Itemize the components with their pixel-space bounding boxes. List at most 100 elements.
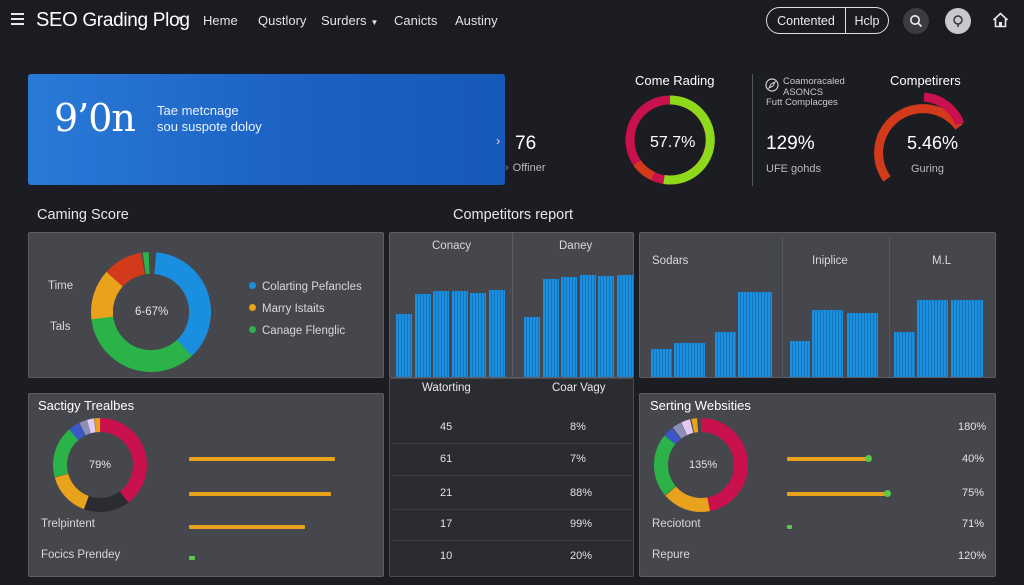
legend-dot-yellow xyxy=(249,304,256,311)
chart-bar xyxy=(812,310,843,377)
contented-button[interactable]: Contented xyxy=(767,8,846,33)
nav-qustlory[interactable]: Qustlory xyxy=(258,13,307,28)
nav-surders-label: Surders xyxy=(321,13,367,28)
conacy-label: Conacy xyxy=(432,240,471,252)
sactigy-center-value: 79% xyxy=(89,459,112,471)
ml-label: M.L xyxy=(932,255,952,267)
brand-title[interactable]: SEO Grading Plog xyxy=(36,9,190,32)
legend-item-3-label: Canage Flenglic xyxy=(262,325,346,337)
chart-bar xyxy=(951,300,983,377)
daney-label: Daney xyxy=(559,240,593,252)
hero-message: Tae metcnage sou suspote doloy xyxy=(157,103,262,135)
chart-bar xyxy=(738,292,772,377)
competirers-gauge xyxy=(874,92,965,182)
sactigy-donut-chart xyxy=(53,418,147,512)
caming-score-title: Caming Score xyxy=(37,207,129,223)
chart-bar xyxy=(598,276,614,377)
chevron-right-icon[interactable]: › xyxy=(496,133,501,148)
donut-segment-green xyxy=(53,418,147,512)
donut-segment-violet xyxy=(654,418,748,512)
table-cell: 61 xyxy=(440,453,453,465)
donut-segment-dark xyxy=(53,418,147,512)
chart-bar xyxy=(894,332,915,377)
hamburger-menu-icon[interactable] xyxy=(11,13,24,25)
avatar[interactable] xyxy=(945,8,971,34)
ufe-value: 129% xyxy=(766,133,815,154)
donut-segment-yellow xyxy=(91,252,211,372)
gauge-arc-red xyxy=(923,92,965,126)
header-button-group: Contented Hclp xyxy=(766,7,889,34)
progress-bar xyxy=(189,457,335,461)
websites-center-value: 135% xyxy=(689,459,718,471)
hero-message-line2: sou suspote doloy xyxy=(157,119,262,134)
hero-banner[interactable] xyxy=(28,74,505,185)
progress-bar xyxy=(787,457,867,461)
competirers-value: 5.46% xyxy=(907,133,959,153)
hero-message-line1: Tae metcnage xyxy=(157,103,239,118)
watorting-label: Watorting xyxy=(422,382,471,394)
table-cell: 20% xyxy=(570,550,593,562)
nav-surders[interactable]: Surders ▼ xyxy=(321,13,378,28)
donut-segment-red xyxy=(654,418,748,512)
table-cell: 99% xyxy=(570,518,593,530)
chart-bar xyxy=(414,294,431,377)
legend-item-2-label: Marry Istaits xyxy=(262,303,325,315)
help-button[interactable]: Hclp xyxy=(854,13,880,28)
hero-big-value: 9’0n xyxy=(54,96,136,140)
offiner-label-text: Offiner xyxy=(512,162,546,174)
nav-austiny[interactable]: Austiny xyxy=(455,13,498,28)
gauge-arc-orange xyxy=(874,104,963,182)
nav-canicts[interactable]: Canicts xyxy=(394,13,438,28)
table-cell: 17 xyxy=(440,518,453,530)
table-cell: 88% xyxy=(570,487,593,499)
nav-heme[interactable]: Heme xyxy=(203,13,238,28)
table-cell: 8% xyxy=(570,421,586,433)
asoncs-info: Coamoracaled ASONCS xyxy=(783,76,845,98)
mid-table-panel xyxy=(389,378,634,577)
home-icon[interactable] xyxy=(992,12,1009,33)
focics-prendey-label: Focics Prendey xyxy=(41,549,121,561)
website-value: 71% xyxy=(962,518,985,530)
chart-bar xyxy=(790,341,810,377)
legend-item-1: Colarting Pefancles xyxy=(249,281,362,293)
competitors-report-title: Competitors report xyxy=(453,207,574,223)
chevron-down-icon[interactable]: ▼ xyxy=(174,14,183,24)
website-value: 75% xyxy=(962,487,985,499)
donut-segment-orange xyxy=(53,418,147,512)
chart-bar xyxy=(579,275,596,377)
asoncs-line2: ASONCS xyxy=(783,87,824,98)
donut-hole xyxy=(113,274,189,350)
chart-bar xyxy=(674,343,705,377)
progress-bar xyxy=(189,556,195,560)
compass-icon xyxy=(765,78,779,92)
progress-bar-handle[interactable] xyxy=(865,455,872,462)
search-icon xyxy=(910,15,923,28)
iniplice-label: Iniplice xyxy=(812,255,848,267)
chart-bar xyxy=(451,291,468,377)
table-row-divider xyxy=(392,443,632,444)
grid-line xyxy=(782,237,783,377)
offiner-value: 76 xyxy=(515,133,537,154)
chart-bar xyxy=(847,313,878,377)
search-button[interactable] xyxy=(903,8,929,34)
donut-segment-pink xyxy=(654,418,748,512)
come-rading-value: 57.7% xyxy=(650,134,696,151)
table-cell: 7% xyxy=(570,453,586,465)
donut-segment-blue xyxy=(654,418,748,512)
reciotont-label: Reciotont xyxy=(652,518,701,530)
websites-panel xyxy=(639,393,996,577)
progress-bar-handle[interactable] xyxy=(884,490,891,497)
chart-bar xyxy=(396,314,412,377)
brand-seo: SEO xyxy=(36,9,78,31)
sactigy-title: Sactigy Trealbes xyxy=(38,398,135,413)
time-label: Time xyxy=(48,280,74,292)
table-cell: 21 xyxy=(440,487,453,499)
legend-item-1-label: Colarting Pefancles xyxy=(262,281,362,293)
caming-donut-chart xyxy=(91,252,211,372)
chart-bar xyxy=(561,277,577,377)
chart-bar xyxy=(651,349,672,377)
chart-bar xyxy=(715,332,736,377)
progress-bar xyxy=(787,492,887,496)
table-row-divider xyxy=(392,540,632,541)
chart-bar xyxy=(616,275,633,377)
